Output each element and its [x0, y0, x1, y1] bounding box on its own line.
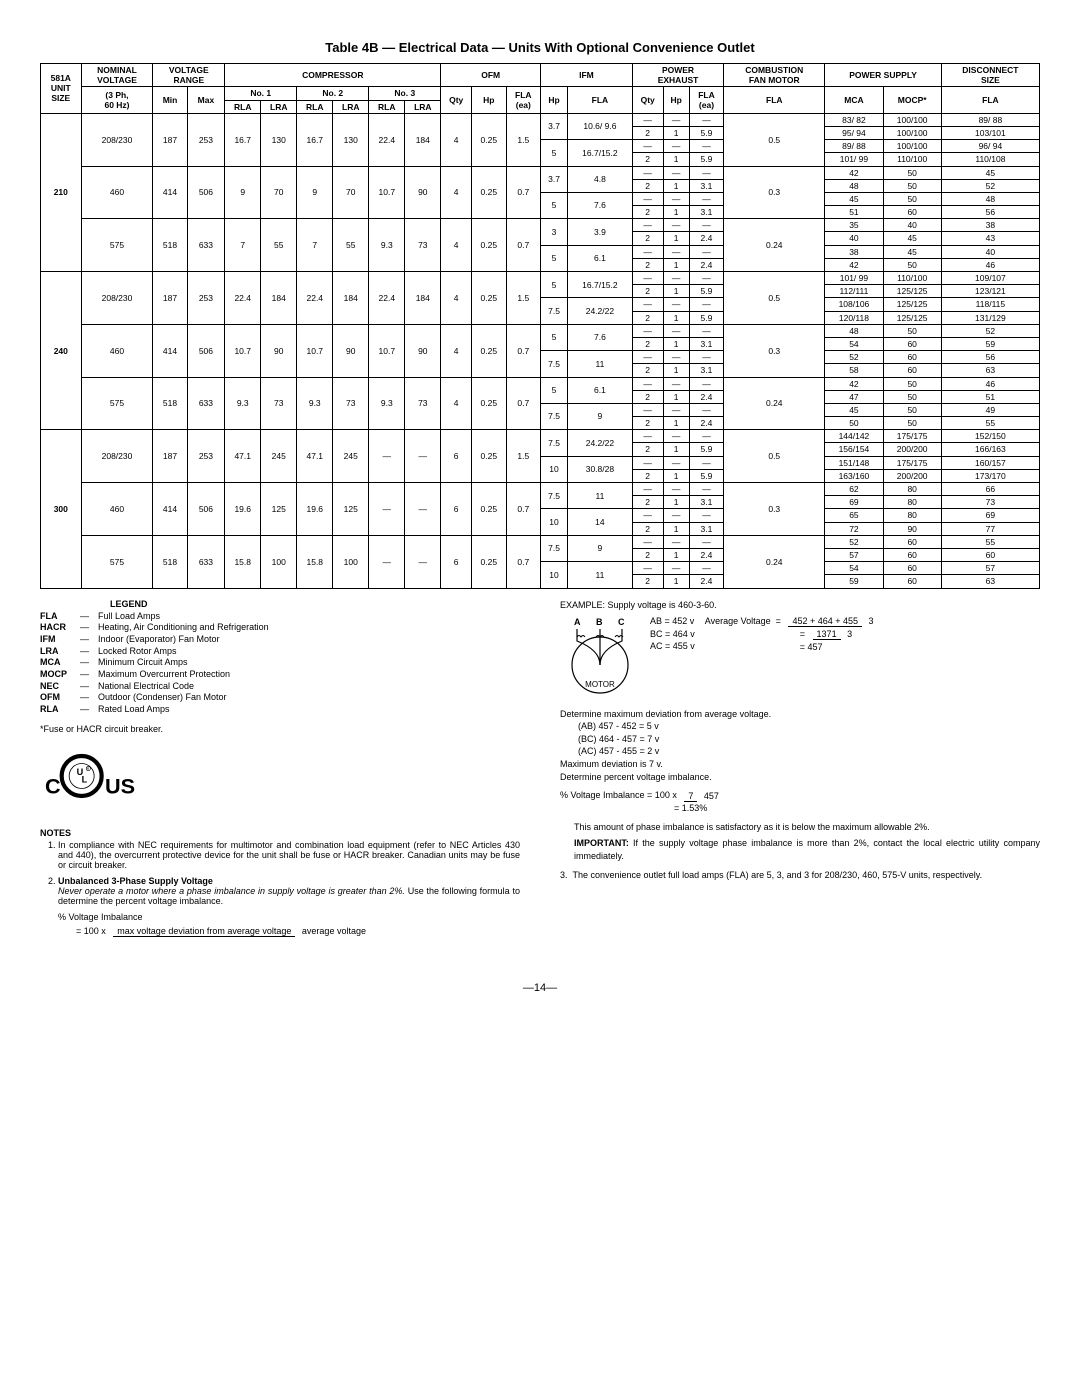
th-vrange: VOLTAGE RANGE [153, 64, 225, 87]
dev-bc: (BC) 464 - 457 = 7 v [578, 733, 1040, 746]
th-max: Max [187, 87, 225, 113]
table-row: 5755186337557559.37340.250.733.9———0.243… [41, 219, 1040, 232]
legend-row: MOCP—Maximum Overcurrent Protection [40, 669, 520, 681]
legend-row: HACR—Heating, Air Conditioning and Refri… [40, 622, 520, 634]
motor-diagram: A B C MOTOR [560, 615, 640, 704]
th-ofla: FLA (ea) [506, 87, 541, 113]
example-header: EXAMPLE: Supply voltage is 460-3-60. [560, 599, 1040, 612]
legend-row: LRA—Locked Rotor Amps [40, 646, 520, 658]
pvi-formula: = 100 x max voltage deviation from avera… [76, 926, 520, 937]
table-body: 210208/23018725316.713016.713022.418440.… [41, 113, 1040, 588]
th-pqty: Qty [632, 87, 663, 113]
th-ofm: OFM [441, 64, 541, 87]
th-ohp: Hp [472, 87, 507, 113]
th-no3: No. 3 [369, 87, 441, 100]
dev-ac: (AC) 457 - 455 = 2 v [578, 745, 1040, 758]
table-header: 581A UNIT SIZE NOMINAL VOLTAGE VOLTAGE R… [41, 64, 1040, 114]
max-dev: Maximum deviation is 7 v. [560, 758, 1040, 771]
th-php: Hp [663, 87, 689, 113]
th-pfla: FLA (ea) [689, 87, 724, 113]
th-c2-rla: RLA [297, 100, 333, 113]
th-ps: POWER SUPPLY [825, 64, 941, 87]
note-2: Unbalanced 3-Phase Supply Voltage Never … [58, 876, 520, 937]
th-c3-rla: RLA [369, 100, 405, 113]
ul-logo-icon: U L R C US [40, 746, 140, 806]
th-ihp: Hp [541, 87, 568, 113]
svg-text:B: B [596, 617, 603, 627]
left-column: LEGEND FLA—Full Load AmpsHACR—Heating, A… [40, 599, 520, 943]
th-comb: COMBUSTION FAN MOTOR [724, 64, 825, 87]
note-1: In compliance with NEC requirements for … [58, 840, 520, 870]
electrical-data-table: 581A UNIT SIZE NOMINAL VOLTAGE VOLTAGE R… [40, 63, 1040, 589]
legend-row: OFM—Outdoor (Condenser) Fan Motor [40, 692, 520, 704]
pvi-label: % Voltage Imbalance [58, 912, 520, 922]
table-row: 300208/23018725347.124547.1245——60.251.5… [41, 430, 1040, 443]
th-mocp: MOCP* [883, 87, 941, 113]
th-nominal-sub: (3 Ph, 60 Hz) [81, 87, 153, 113]
pvi-result: = 1.53% [674, 802, 1040, 815]
legend-row: RLA—Rated Load Amps [40, 704, 520, 716]
table-row: 210208/23018725316.713016.713022.418440.… [41, 113, 1040, 126]
table-title: Table 4B — Electrical Data — Units With … [40, 40, 1040, 55]
legend-row: FLA—Full Load Amps [40, 611, 520, 623]
legend-row: NEC—National Electrical Code [40, 681, 520, 693]
th-oqty: Qty [441, 87, 472, 113]
svg-text:US: US [105, 773, 135, 798]
notes-list: In compliance with NEC requirements for … [40, 840, 520, 937]
th-c1-lra: LRA [261, 100, 297, 113]
table-row: 57551863315.810015.8100——60.250.77.59———… [41, 535, 1040, 548]
th-ifm: IFM [541, 64, 633, 87]
conclusion: This amount of phase imbalance is satisf… [574, 821, 1040, 834]
important: IMPORTANT: If the supply voltage phase i… [574, 837, 1040, 862]
th-cfla: FLA [724, 87, 825, 113]
th-no2: No. 2 [297, 87, 369, 100]
det-max-dev: Determine maximum deviation from average… [560, 708, 1040, 721]
svg-text:C: C [45, 773, 61, 798]
th-c1-rla: RLA [225, 100, 261, 113]
legend-list: FLA—Full Load AmpsHACR—Heating, Air Cond… [40, 611, 520, 716]
th-dfla: FLA [941, 87, 1039, 113]
det-pvi: Determine percent voltage imbalance. [560, 771, 1040, 784]
th-ifla: FLA [568, 87, 633, 113]
dev-ab: (AB) 457 - 452 = 5 v [578, 720, 1040, 733]
table-row: 46041450619.612519.6125——60.250.77.511——… [41, 483, 1040, 496]
legend-title: LEGEND [110, 599, 520, 609]
legend-row: IFM—Indoor (Evaporator) Fan Motor [40, 634, 520, 646]
th-c3-lra: LRA [405, 100, 441, 113]
legend-row: MCA—Minimum Circuit Amps [40, 657, 520, 669]
th-disc: DISCONNECT SIZE [941, 64, 1039, 87]
svg-text:C: C [618, 617, 625, 627]
pvi-calc: % Voltage Imbalance = 100 x 7 457 [560, 789, 1040, 802]
th-mca: MCA [825, 87, 883, 113]
table-row: 46041450697097010.79040.250.73.74.8———0.… [41, 166, 1040, 179]
notes-title: NOTES [40, 828, 520, 838]
th-unit: 581A UNIT SIZE [41, 64, 82, 114]
th-pe: POWER EXHAUST [632, 64, 723, 87]
svg-text:MOTOR: MOTOR [585, 680, 615, 689]
th-nominal: NOMINAL VOLTAGE [81, 64, 153, 87]
table-row: 240208/23018725322.418422.418422.418440.… [41, 272, 1040, 285]
note-3: 3. The convenience outlet full load amps… [560, 869, 1040, 882]
th-c2-lra: LRA [333, 100, 369, 113]
svg-text:L: L [82, 774, 88, 784]
page-number: —14— [40, 982, 1040, 994]
svg-text:A: A [574, 617, 581, 627]
th-no1: No. 1 [225, 87, 297, 100]
fuse-note: *Fuse or HACR circuit breaker. [40, 724, 520, 734]
example-values: AB = 452 v BC = 464 v AC = 455 v [650, 615, 695, 653]
th-compressor: COMPRESSOR [225, 64, 441, 87]
table-row: 46041450610.79010.79010.79040.250.757.6—… [41, 324, 1040, 337]
avg-voltage-calc: Average Voltage = 452 + 464 + 455 3 = 13… [705, 615, 878, 653]
right-column: EXAMPLE: Supply voltage is 460-3-60. A B… [560, 599, 1040, 943]
table-row: 5755186339.3739.3739.37340.250.756.1———0… [41, 377, 1040, 390]
th-min: Min [153, 87, 187, 113]
